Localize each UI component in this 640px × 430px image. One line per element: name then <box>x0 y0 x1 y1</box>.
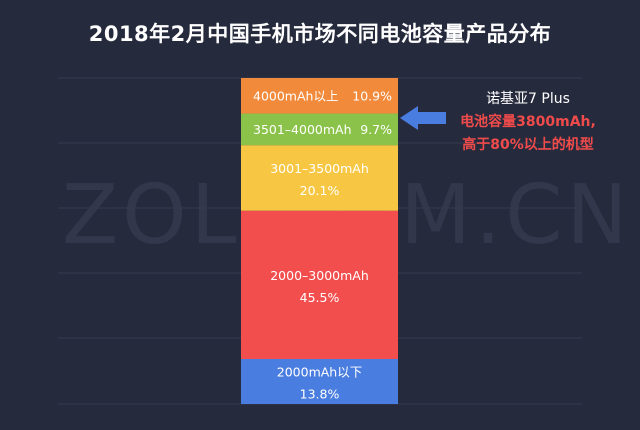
segment-category-label: 3501–4000mAh <box>253 122 352 137</box>
bar-segments <box>241 78 398 404</box>
bar-segment <box>241 113 398 146</box>
segment-value-label: 10.9% <box>352 88 392 103</box>
segment-value-label: 9.7% <box>360 122 392 137</box>
annotation: 诺基亚7 Plus 电池容量3800mAh, 高于80%以上的机型 <box>428 88 628 154</box>
chart-title: 2018年2月中国手机市场不同电池容量产品分布 <box>88 22 552 46</box>
bar-segment <box>241 210 398 360</box>
segment-value-label: 13.8% <box>300 387 340 402</box>
bar-segment <box>241 359 398 404</box>
segment-labels: 2000mAh以下 13.8% 2000–3000mAh 45.5% 3001–3500… <box>253 88 392 401</box>
segment-category-label: 2000mAh以下 <box>277 365 362 380</box>
annotation-line-2: 高于80%以上的机型 <box>462 137 594 153</box>
segment-category-label: 2000–3000mAh <box>270 268 369 283</box>
bar-segment <box>241 78 398 114</box>
annotation-line-1: 电池容量3800mAh, <box>460 114 596 130</box>
annotation-model: 诺基亚7 Plus <box>486 91 570 107</box>
segment-value-label: 20.1% <box>300 183 340 198</box>
segment-category-label: 4000mAh以上 <box>253 88 338 103</box>
segment-value-label: 45.5% <box>300 290 340 305</box>
bar-segment <box>241 145 398 211</box>
pointer-arrow-icon <box>400 106 446 130</box>
segment-category-label: 3001–3500mAh <box>270 161 369 176</box>
